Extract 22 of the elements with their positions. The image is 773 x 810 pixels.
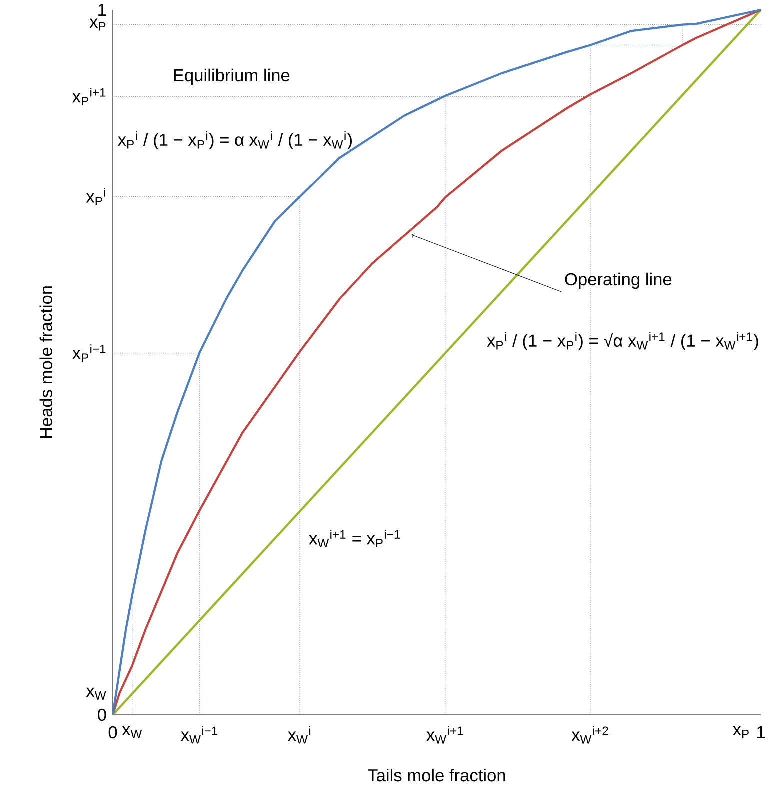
annotation: Equilibrium line bbox=[174, 68, 290, 86]
text: x$_{P}$$^{i}$ / (1 − x$_{P}$$^{i}$) = √α x$_{W}$$^{i+1}$ / (1 − x$_{W}$$^{i+1}$) bbox=[487, 332, 758, 350]
y-tick-label: x$_{P}$i−1 bbox=[72, 344, 106, 362]
y-tick-label: x$_{P}$ bbox=[90, 18, 106, 31]
x-tick-label: 0 bbox=[108, 726, 118, 739]
y-tick-label: 0 bbox=[98, 708, 106, 722]
x-tick-label: x$_{W}$i+1 bbox=[426, 726, 464, 744]
y-tick-label: x$_{P}$i bbox=[86, 188, 106, 206]
y-tick-label: x$_{P}$i+1 bbox=[72, 88, 106, 106]
x-tick-label: x$_{P}$ bbox=[733, 726, 749, 738]
y-tick-label: x$_{W}$ bbox=[86, 688, 106, 700]
x-tick-label: x$_{W}$i+2 bbox=[572, 726, 608, 744]
y-tick-label: 1 bbox=[98, 4, 106, 16]
text: x$_{P}$$^{i}$ / (1 − x$_{P}$$^{i}$) = α x$_{W}$$^{i}$ / (1 − x$_{W}$$^{i}$) bbox=[118, 131, 352, 150]
x-tick-label: 1 bbox=[757, 726, 765, 738]
annotation: Operating line bbox=[565, 272, 672, 290]
annotation: x$_{W}$$^{i+1}$ = x$_{P}$i−1 bbox=[309, 530, 400, 548]
x-tick-label: x$_{W}$ bbox=[122, 726, 142, 738]
y-axis-title: Heads mole fraction bbox=[40, 286, 53, 438]
x-tick-label: x$_{W}$i bbox=[288, 726, 311, 744]
x-axis-title: Tails mole fraction bbox=[368, 768, 506, 782]
x-tick-label: x$_{W}$i−1 bbox=[181, 726, 218, 744]
